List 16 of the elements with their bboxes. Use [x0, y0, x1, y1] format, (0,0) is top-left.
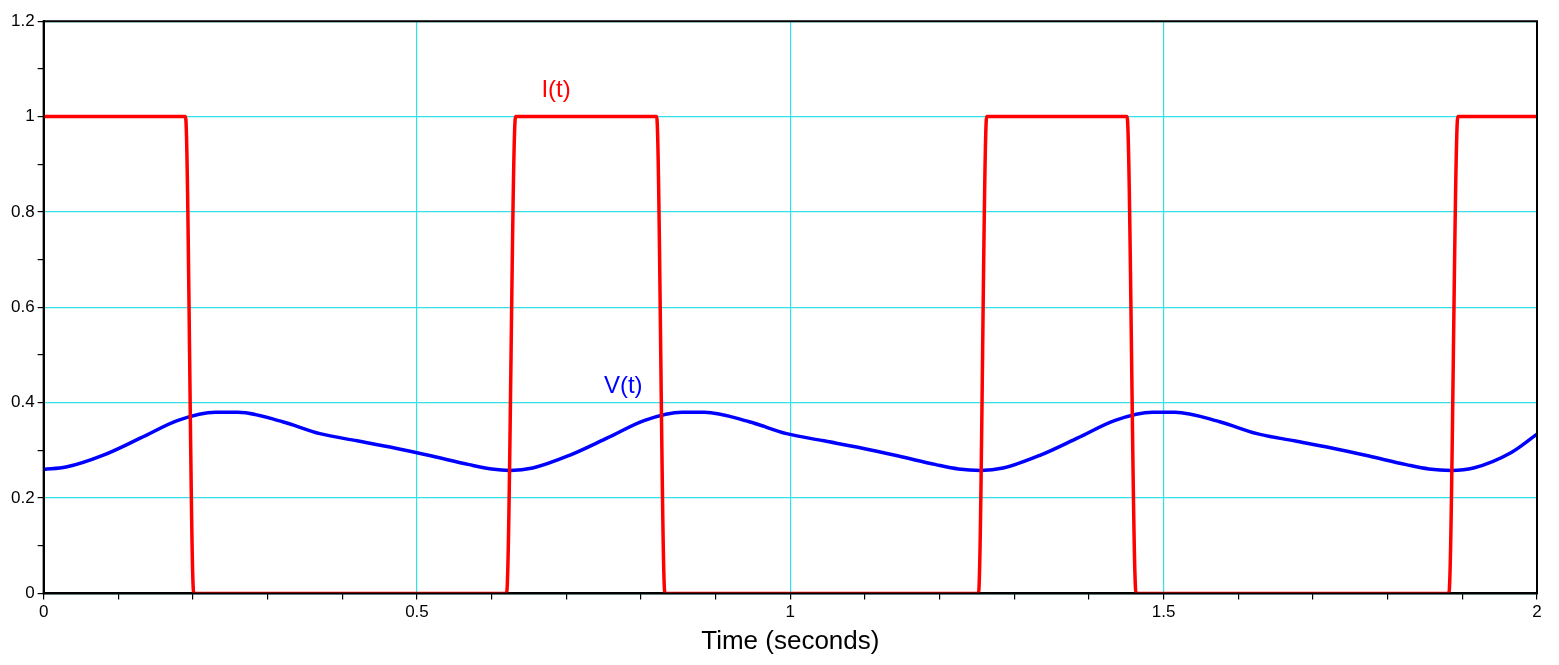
y-tick-label: 0.2	[10, 487, 35, 507]
x-tick-label: 2	[1532, 602, 1542, 622]
y-tick-label: 0.4	[10, 392, 35, 412]
line-series	[43, 410, 1537, 473]
y-tick-label: 0.6	[10, 296, 35, 316]
y-tick-label: 0	[25, 583, 35, 603]
y-tick-label: 1.2	[10, 10, 35, 30]
x-tick-label: 1	[785, 602, 796, 622]
series-label: V(t)	[603, 370, 643, 398]
x-tick-label: 0.5	[405, 602, 429, 622]
x-axis-title: Time (seconds)	[701, 624, 880, 655]
x-tick-label: 1.5	[1151, 602, 1176, 622]
x-tick-label: 0	[38, 602, 49, 622]
y-tick-label: 0.8	[10, 201, 35, 221]
series-label: I(t)	[541, 75, 571, 103]
y-tick-label: 1	[25, 106, 35, 126]
